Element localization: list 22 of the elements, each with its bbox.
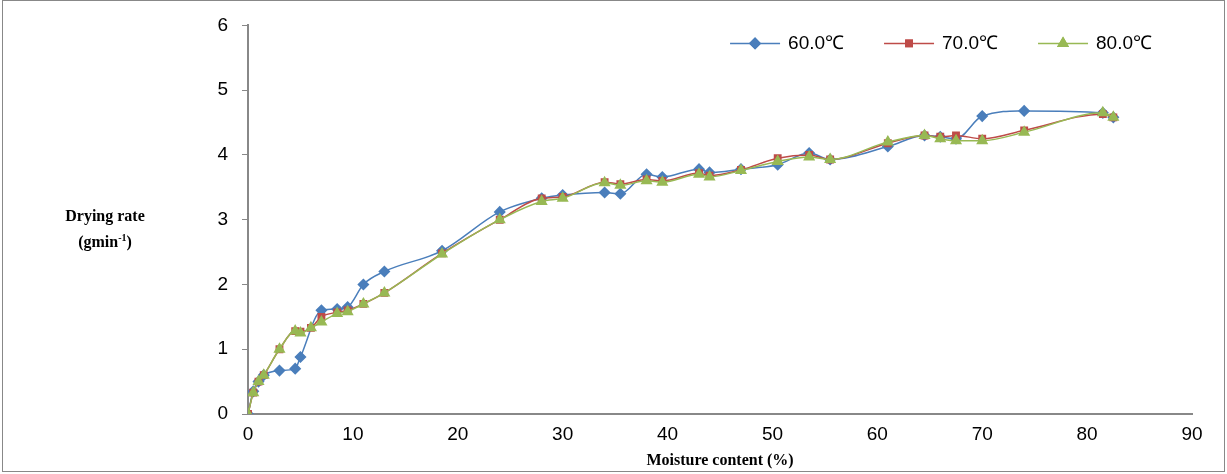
legend-label: 70.0℃ [942, 31, 999, 53]
y-tick-label: 0 [217, 402, 228, 424]
legend-label: 60.0℃ [788, 31, 845, 53]
y-tick-label: 3 [217, 207, 228, 229]
y-tick-label: 1 [217, 337, 228, 359]
x-tick-label: 70 [971, 422, 993, 444]
legend-label: 80.0℃ [1096, 31, 1152, 53]
y-tick-label: 2 [217, 272, 228, 294]
y-tick-label: 5 [217, 78, 228, 100]
x-tick-label: 50 [761, 422, 784, 444]
x-tick-label: 30 [552, 422, 574, 444]
x-tick-label: 10 [342, 422, 364, 444]
x-tick-label: 60 [866, 422, 888, 444]
y-tick-label: 4 [217, 143, 229, 165]
x-tick-label: 80 [1076, 422, 1098, 444]
y-tick-label: 6 [217, 13, 228, 35]
x-tick-label: 40 [656, 422, 679, 444]
x-tick-label: 0 [242, 422, 254, 444]
x-tick-label: 20 [447, 422, 469, 444]
x-tick-label: 90 [1181, 422, 1203, 444]
x-axis-title: Moisture content (%) [646, 450, 794, 469]
y-axis-title: Drying rate (gmin$^{-1}$) [64, 206, 146, 253]
